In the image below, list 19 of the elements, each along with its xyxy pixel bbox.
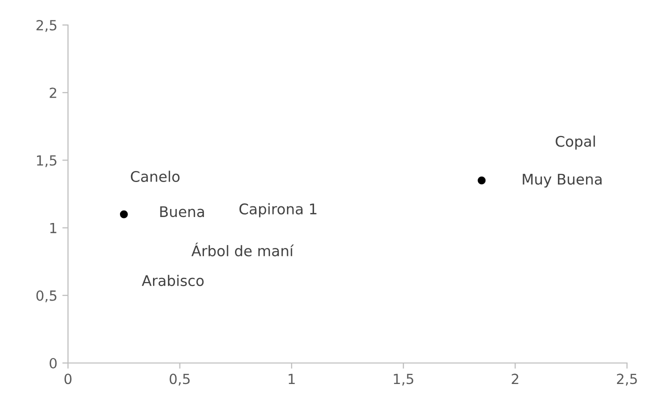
annotation: Canelo — [130, 170, 180, 182]
annotation: Árbol de maní — [191, 242, 294, 256]
y-tick-label: 2,5 — [36, 20, 56, 32]
y-tick-label: 1 — [50, 222, 56, 234]
y-tick-label: 2 — [50, 88, 56, 98]
x-tick-label: 2 — [512, 374, 518, 384]
x-tick-label: 2,5 — [616, 374, 637, 386]
annotation: Buena — [160, 206, 204, 218]
x-tick-label: 0,5 — [170, 374, 190, 386]
y-tick-label: 1,5 — [37, 155, 56, 168]
x-tick-label: 1 — [288, 374, 295, 384]
annotation: Capirona 1 — [239, 203, 316, 218]
x-tick-label: 1,5 — [394, 374, 414, 386]
annotation: Muy Buena — [522, 174, 602, 188]
annotation: Arabisco — [142, 274, 204, 286]
y-tick-label: 0 — [50, 358, 57, 368]
x-tick-label: 0 — [64, 374, 72, 384]
y-tick-label: 0,5 — [36, 290, 56, 302]
annotation: Copal — [556, 136, 595, 150]
